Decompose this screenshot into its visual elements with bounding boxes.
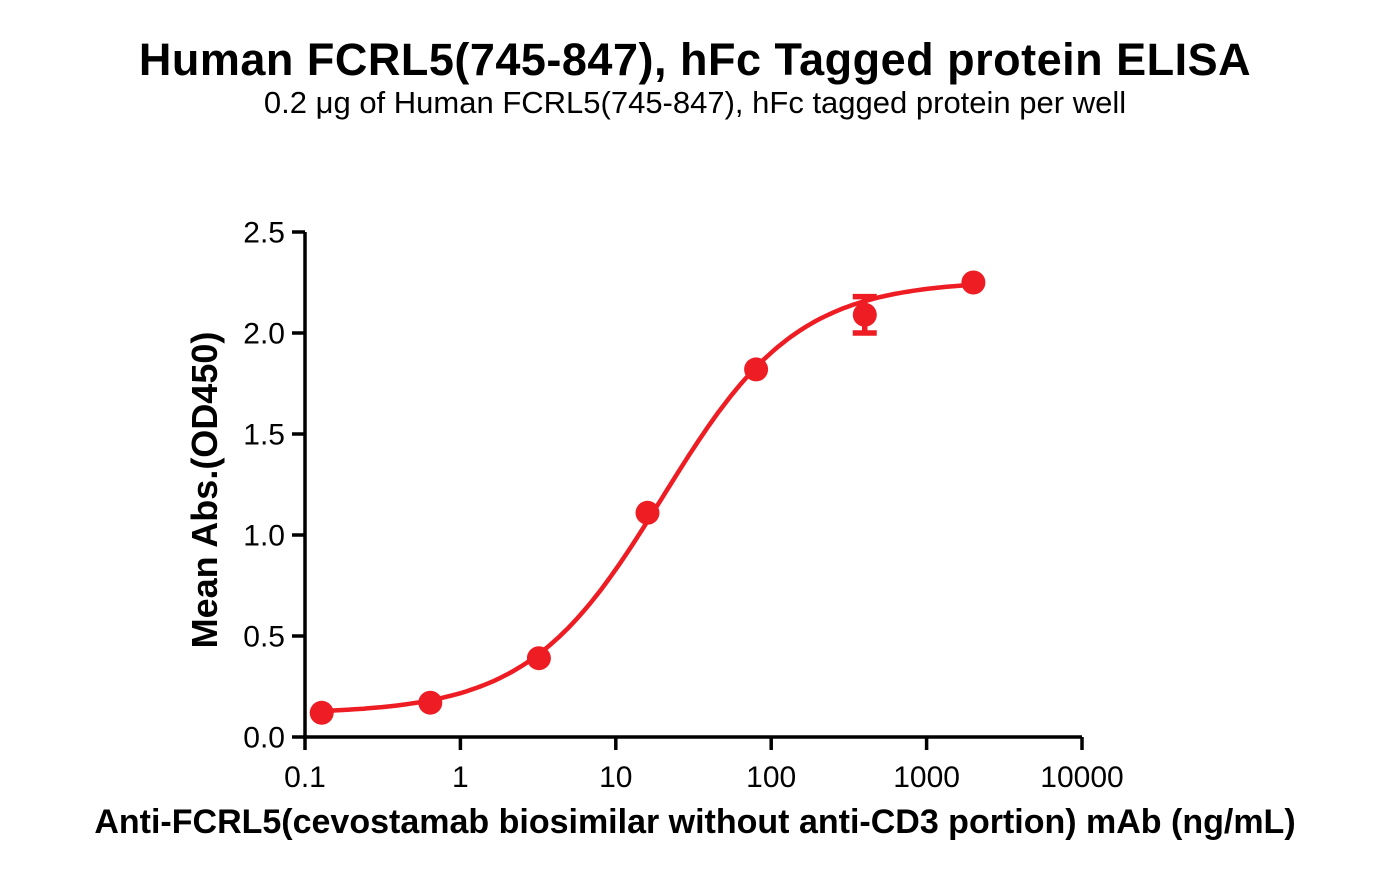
y-tick-label: 0.0 <box>243 722 285 755</box>
data-point <box>852 302 877 327</box>
data-point <box>418 690 443 715</box>
y-tick-label: 2.0 <box>243 318 285 351</box>
axis-spines <box>303 232 1082 739</box>
chart-subtitle: 0.2 μg of Human FCRL5(745-847), hFc tagg… <box>263 85 1127 120</box>
x-tick-label: 0.1 <box>284 761 326 794</box>
x-tick-label: 10 <box>599 761 632 794</box>
fit-curve <box>319 282 976 714</box>
x-tick-label: 1 <box>452 761 469 794</box>
data-point <box>961 270 986 295</box>
x-tick-label: 10000 <box>1040 761 1123 794</box>
chart-title: Human FCRL5(745-847), hFc Tagged protein… <box>138 34 1252 85</box>
data-point <box>309 700 334 725</box>
y-tick-label: 1.5 <box>243 419 285 452</box>
y-tick-label: 0.5 <box>243 621 285 654</box>
y-tick-label: 1.0 <box>243 520 285 553</box>
x-tick-label: 100 <box>746 761 796 794</box>
x-axis-title: Anti-FCRL5(cevostamab biosimilar without… <box>94 803 1296 841</box>
x-tick-label: 1000 <box>893 761 960 794</box>
data-point <box>635 500 660 525</box>
y-tick-label: 2.5 <box>243 217 285 250</box>
data-point <box>526 646 551 671</box>
data-point <box>744 357 769 382</box>
